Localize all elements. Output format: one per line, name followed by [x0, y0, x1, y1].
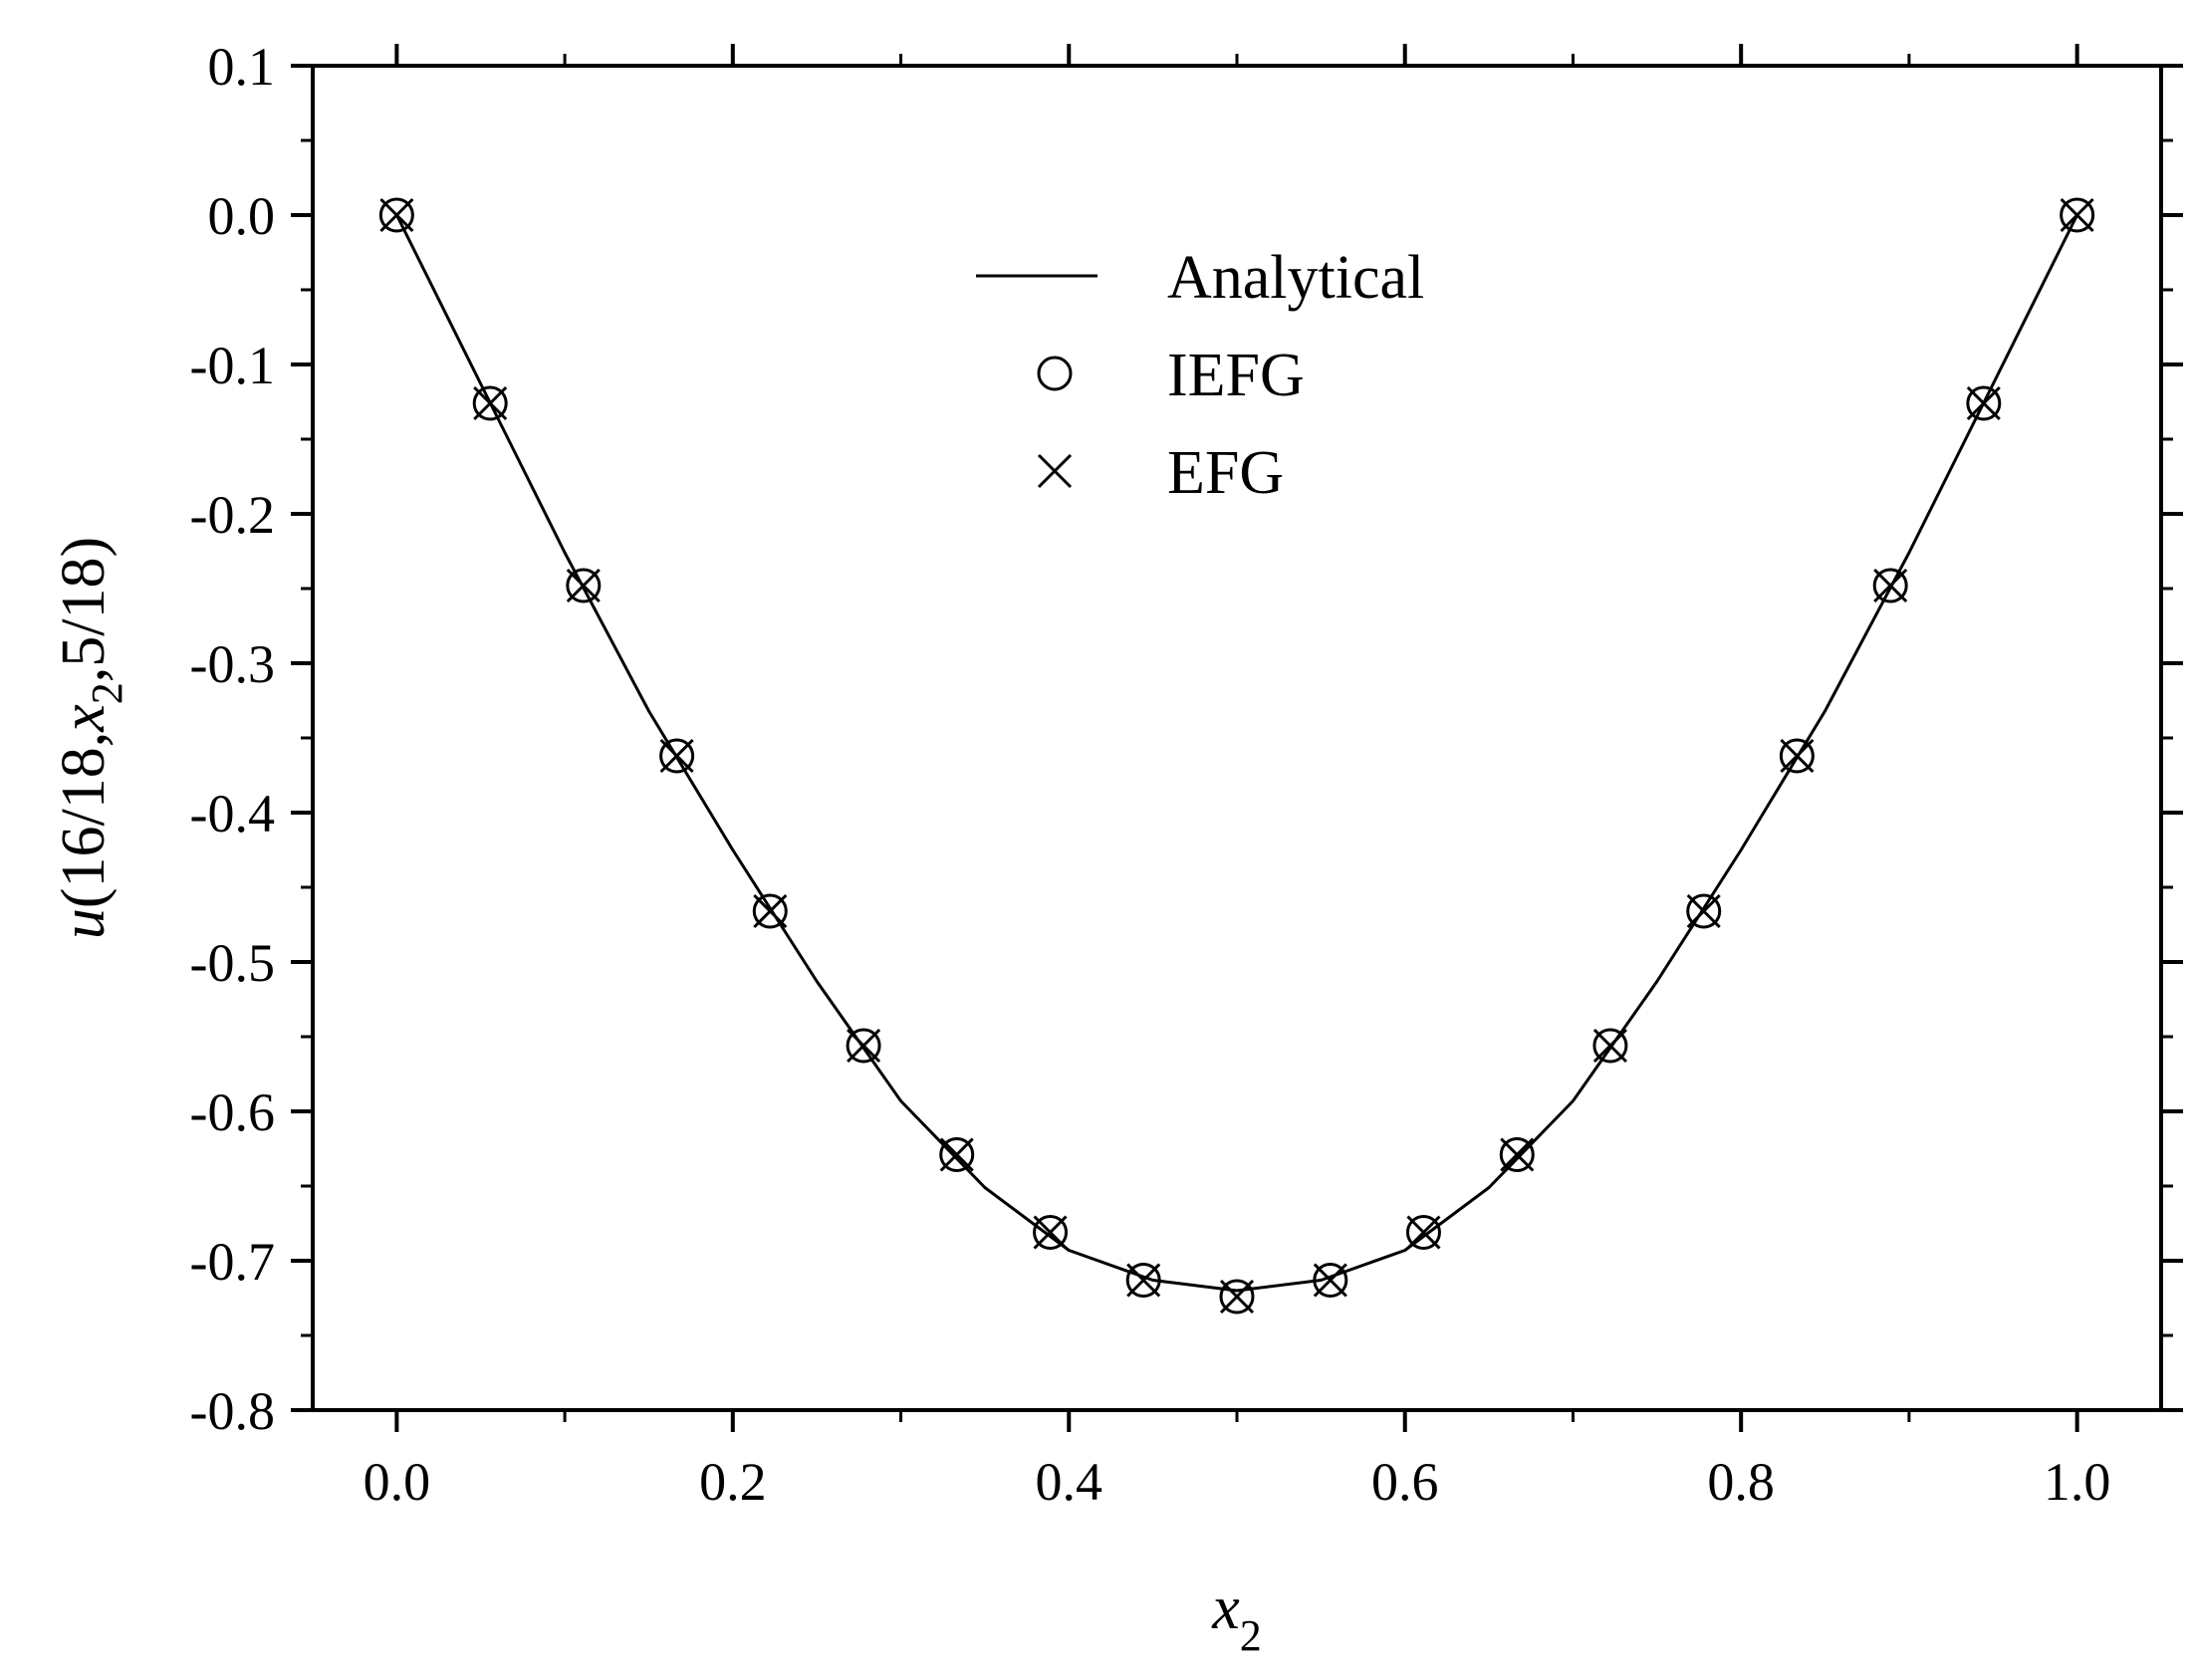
y-axis-title: u(16/18,x2,5/18)	[50, 537, 131, 939]
efg-point-stroke-b	[473, 385, 508, 421]
y-tick-label: -0.1	[190, 336, 275, 395]
y-axis-title-var: x	[50, 704, 118, 733]
efg-point-stroke-b	[566, 568, 601, 603]
iefg-point	[846, 1028, 881, 1064]
y-axis-title-fn: u	[50, 908, 118, 939]
y-tick-label: 0.0	[208, 186, 276, 246]
x-axis-title-sub: 2	[1240, 1611, 1262, 1660]
efg-point-stroke-b	[753, 893, 788, 929]
iefg-point	[1313, 1263, 1348, 1298]
efg-point-stroke-b	[1873, 568, 1908, 603]
efg-point	[379, 197, 414, 233]
efg-point-stroke-b	[1966, 385, 2001, 421]
y-axis-title-post: ,5/18)	[50, 537, 118, 682]
iefg-point	[1219, 1279, 1255, 1315]
efg-point-stroke-b	[659, 738, 694, 774]
iefg-point	[1872, 568, 1908, 603]
iefg-point	[1686, 893, 1722, 929]
x-tick-label: 0.6	[1371, 1452, 1439, 1512]
efg-point	[1686, 893, 1721, 929]
iefg-point	[472, 385, 508, 421]
y-axis-title-sub: 2	[83, 682, 131, 704]
iefg-point	[1779, 738, 1815, 774]
efg-point	[1219, 1279, 1255, 1315]
efg-point	[1313, 1263, 1347, 1298]
y-axis-title-mid: (16/18,	[50, 732, 118, 908]
y-tick-label: -0.7	[190, 1232, 275, 1292]
efg-point-stroke-b	[1219, 1279, 1255, 1315]
efg-point	[566, 568, 601, 603]
y-tick-label: -0.8	[190, 1381, 275, 1441]
efg-point	[1966, 385, 2001, 421]
x-axis-title: x2	[1211, 1574, 1262, 1660]
iefg-point	[1033, 1215, 1069, 1250]
efg-point-stroke-b	[847, 1028, 881, 1064]
iefg-point	[1405, 1215, 1441, 1250]
x-tick-label: 1.0	[2044, 1452, 2111, 1512]
efg-point-stroke-b	[1126, 1263, 1161, 1298]
efg-point-stroke-b	[1686, 893, 1721, 929]
y-tick-label: -0.3	[190, 634, 275, 694]
legend-label: EFG	[1167, 439, 1284, 507]
y-tick-label: -0.5	[190, 933, 275, 993]
y-tick-label: -0.6	[190, 1082, 275, 1142]
x-tick-label: 0.0	[364, 1452, 431, 1512]
efg-point-stroke-b	[1313, 1263, 1347, 1298]
y-tick-label: -0.4	[190, 784, 275, 843]
efg-point-stroke-b	[939, 1137, 974, 1172]
efg-point	[2060, 197, 2094, 233]
series-layer	[378, 197, 2095, 1315]
x-tick-label: 0.4	[1036, 1452, 1103, 1512]
efg-point	[939, 1137, 974, 1172]
efg-point	[753, 893, 788, 929]
legend-efg-marker-stroke-b	[1037, 453, 1073, 489]
efg-point	[659, 738, 694, 774]
efg-point	[1033, 1215, 1068, 1250]
efg-point-stroke-b	[379, 197, 414, 233]
iefg-point	[752, 893, 788, 929]
efg-point	[1406, 1215, 1441, 1250]
legend-label: IEFG	[1167, 342, 1305, 409]
iefg-point	[1592, 1028, 1628, 1064]
iefg-point	[659, 738, 695, 774]
efg-point	[1126, 1263, 1161, 1298]
efg-point-stroke-b	[1500, 1137, 1535, 1172]
legend-label: Analytical	[1167, 244, 1424, 312]
x-axis-title-var: x	[1211, 1574, 1240, 1642]
efg-point	[1873, 568, 1908, 603]
efg-point-stroke-b	[2060, 197, 2094, 233]
ticks-layer: 0.0 0.2 0.4 0.6 0.8 1.0 0.1 0.0 -0.1 -0.2 -0.3 -0.4…	[190, 37, 2183, 1512]
efg-point	[1500, 1137, 1535, 1172]
efg-point	[473, 385, 508, 421]
iefg-point	[378, 197, 414, 233]
legend-efg-marker	[1037, 453, 1073, 489]
efg-point	[1592, 1028, 1627, 1064]
x-tick-label: 0.8	[1707, 1452, 1775, 1512]
legend: Analytical IEFG EFG	[976, 244, 1424, 507]
iefg-point	[1966, 385, 2002, 421]
legend-iefg-marker	[1037, 356, 1073, 391]
y-tick-label: -0.2	[190, 485, 275, 545]
iefg-point	[2060, 197, 2095, 233]
efg-point	[847, 1028, 881, 1064]
iefg-point	[1499, 1137, 1535, 1172]
efg-point-stroke-b	[1780, 738, 1815, 774]
efg-point	[1780, 738, 1815, 774]
iefg-point	[566, 568, 602, 603]
efg-point-stroke-b	[1406, 1215, 1441, 1250]
y-tick-label: 0.1	[208, 37, 276, 97]
iefg-point	[939, 1137, 975, 1172]
iefg-point	[1125, 1263, 1161, 1298]
efg-point-stroke-b	[1592, 1028, 1627, 1064]
x-tick-label: 0.2	[699, 1452, 767, 1512]
efg-point-stroke-b	[1033, 1215, 1068, 1250]
